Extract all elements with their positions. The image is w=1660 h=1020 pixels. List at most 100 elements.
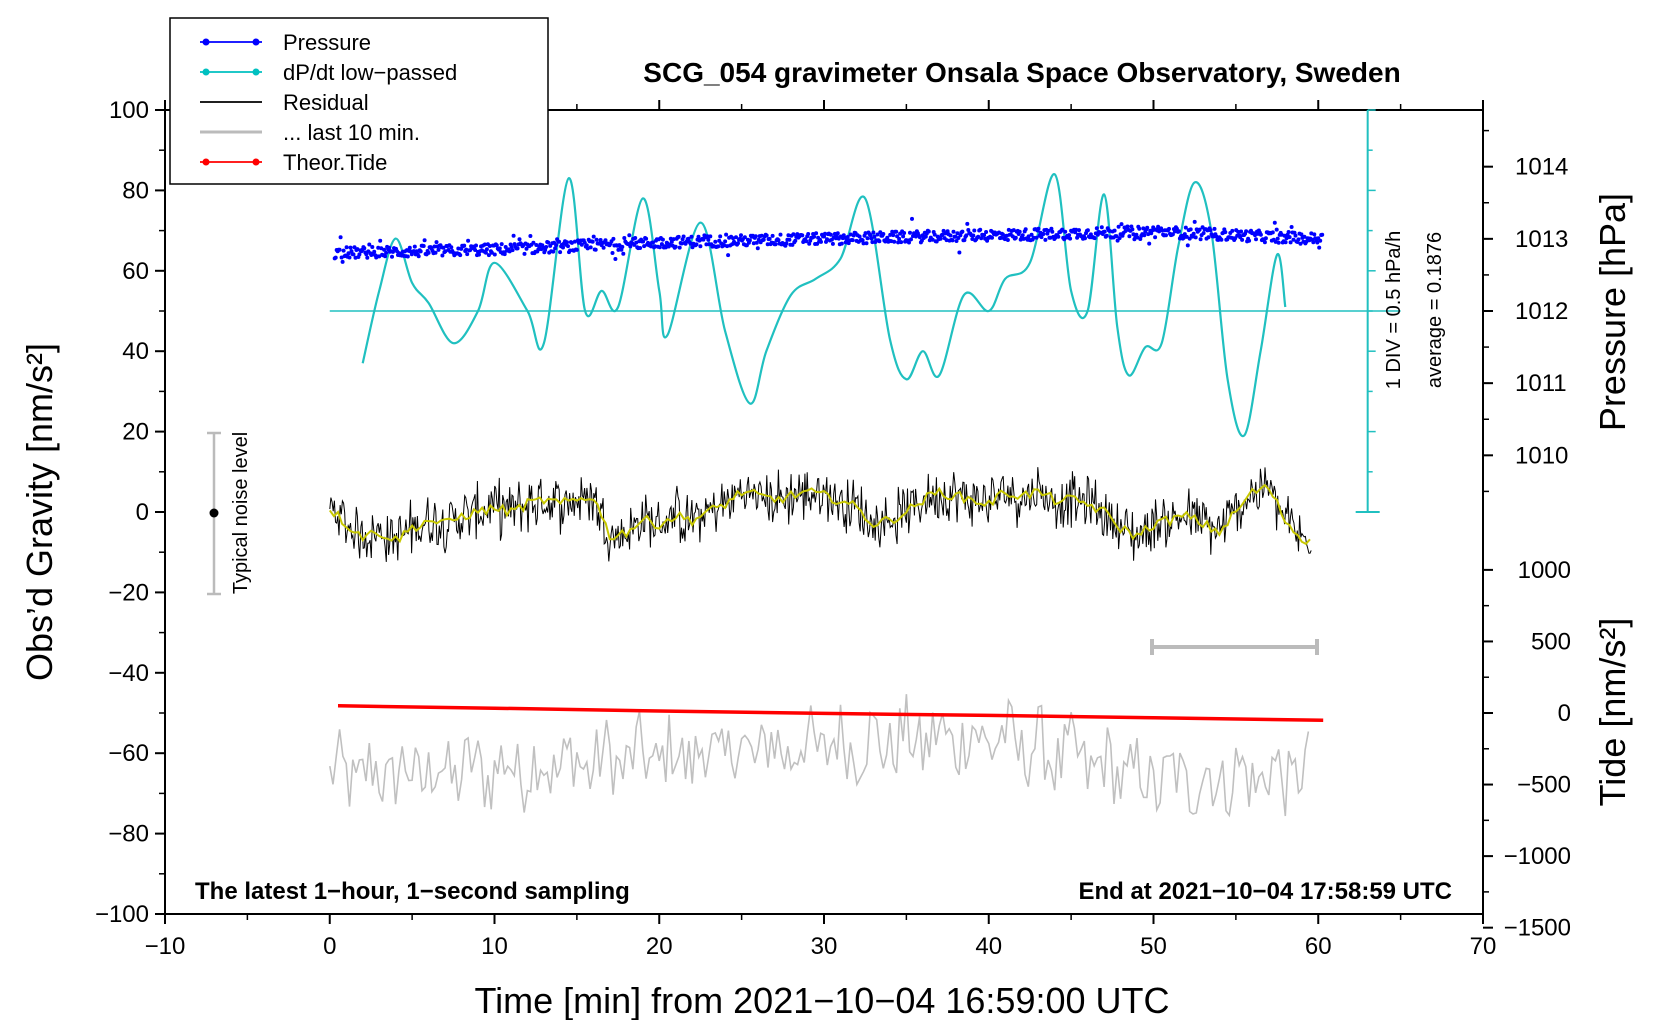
- pressure-point: [908, 230, 912, 235]
- pressure-point: [917, 235, 922, 240]
- pressure-point: [411, 249, 416, 254]
- pressure-point: [622, 236, 627, 240]
- pressure-point: [1263, 236, 1268, 241]
- pressure-point: [593, 247, 598, 252]
- pressure-point: [1254, 237, 1258, 242]
- pressure-point: [568, 248, 572, 253]
- pressure-point: [742, 235, 747, 240]
- pressure-point: [1188, 227, 1193, 232]
- pressure-point: [531, 240, 536, 245]
- pressure-point: [565, 240, 569, 245]
- pressure-point: [1060, 227, 1065, 232]
- pressure-point: [800, 233, 805, 238]
- pressure-point: [416, 254, 421, 259]
- pressure-point: [628, 244, 633, 249]
- pressure-point: [1026, 234, 1031, 239]
- pressure-point: [708, 234, 713, 239]
- pressure-point: [765, 242, 770, 247]
- pressure-point: [412, 244, 417, 249]
- pressure-point: [1315, 240, 1320, 245]
- pressure-point: [976, 234, 981, 239]
- pressure-point: [950, 238, 955, 243]
- pressure-point: [601, 245, 606, 250]
- pressure-point: [365, 255, 370, 260]
- legend-marker: [202, 68, 210, 76]
- pressure-point: [713, 239, 718, 244]
- pressure-point: [1063, 229, 1068, 234]
- y-tick-label: −40: [108, 660, 149, 687]
- pressure-point: [372, 249, 377, 254]
- series-pressure: [332, 216, 1325, 264]
- legend-label: Pressure: [283, 30, 371, 55]
- pressure-point: [616, 247, 621, 252]
- pressure-point: [1011, 228, 1016, 233]
- pressure-point: [422, 238, 427, 243]
- pressure-point: [877, 239, 882, 244]
- pressure-point: [870, 240, 875, 245]
- pressure-point: [897, 236, 902, 241]
- pressure-point: [621, 251, 626, 256]
- pressure-point: [819, 239, 823, 244]
- pressure-point: [1005, 238, 1010, 242]
- pressure-point: [1187, 236, 1192, 241]
- pressure-point: [1017, 229, 1022, 234]
- pressure-point: [753, 234, 758, 239]
- pressure-point: [337, 247, 342, 252]
- pressure-point: [845, 235, 850, 239]
- tide-tick-label: −1000: [1504, 843, 1571, 870]
- dpdt-line: [361, 173, 1287, 438]
- pressure-point: [651, 240, 655, 245]
- pressure-point: [764, 233, 769, 238]
- pressure-point: [861, 241, 866, 246]
- pressure-point: [1034, 235, 1039, 240]
- pressure-point: [407, 245, 412, 250]
- x-axis-label: Time [min] from 2021−10−04 16:59:00 UTC: [474, 980, 1169, 1020]
- pressure-point: [620, 244, 625, 249]
- pressure-point: [1302, 234, 1307, 239]
- pressure-point: [440, 253, 445, 258]
- pressure-point: [1311, 240, 1316, 245]
- pressure-point: [598, 238, 603, 242]
- pressure-point: [754, 240, 759, 245]
- pressure-point: [899, 240, 904, 245]
- pressure-point: [755, 246, 760, 251]
- pressure-point: [671, 237, 676, 242]
- pressure-point: [726, 253, 731, 258]
- pressure-point: [511, 233, 516, 238]
- legend: Pressure dP/dt low−passed Residual ... last…: [169, 17, 549, 185]
- pressure-point: [579, 242, 584, 247]
- pressure-point: [603, 238, 608, 243]
- pressure-point: [793, 238, 798, 243]
- pressure-point: [634, 240, 639, 245]
- pressure-point: [998, 235, 1003, 240]
- pressure-point: [910, 216, 914, 221]
- y-tick-label: 80: [122, 177, 149, 204]
- pressure-point: [1085, 228, 1090, 233]
- pressure-point: [681, 234, 686, 239]
- pressure-point: [940, 232, 945, 237]
- pressure-point: [522, 251, 527, 256]
- x-tick-label: 0: [323, 933, 336, 960]
- pressure-point: [706, 237, 711, 242]
- pressure-point: [1276, 240, 1281, 245]
- residual-line: [329, 467, 1312, 562]
- pressure-point: [965, 221, 970, 226]
- y-tick-label: 100: [109, 97, 149, 124]
- pressure-point: [669, 239, 674, 244]
- y-tick-label: 40: [122, 338, 149, 365]
- pressure-point: [591, 234, 596, 239]
- pressure-point: [341, 248, 346, 253]
- pressure-point: [1000, 232, 1005, 237]
- legend-marker: [252, 68, 260, 76]
- pressure-point: [1304, 239, 1309, 244]
- pressure-point: [1083, 236, 1087, 241]
- pressure-point: [433, 250, 438, 255]
- pressure-point: [333, 255, 338, 260]
- pressure-point: [1318, 238, 1323, 243]
- pressure-point: [1192, 219, 1197, 224]
- pressure-point: [850, 238, 855, 243]
- pressure-point: [641, 239, 646, 244]
- pressure-point: [1288, 240, 1293, 245]
- pressure-point: [1219, 237, 1224, 242]
